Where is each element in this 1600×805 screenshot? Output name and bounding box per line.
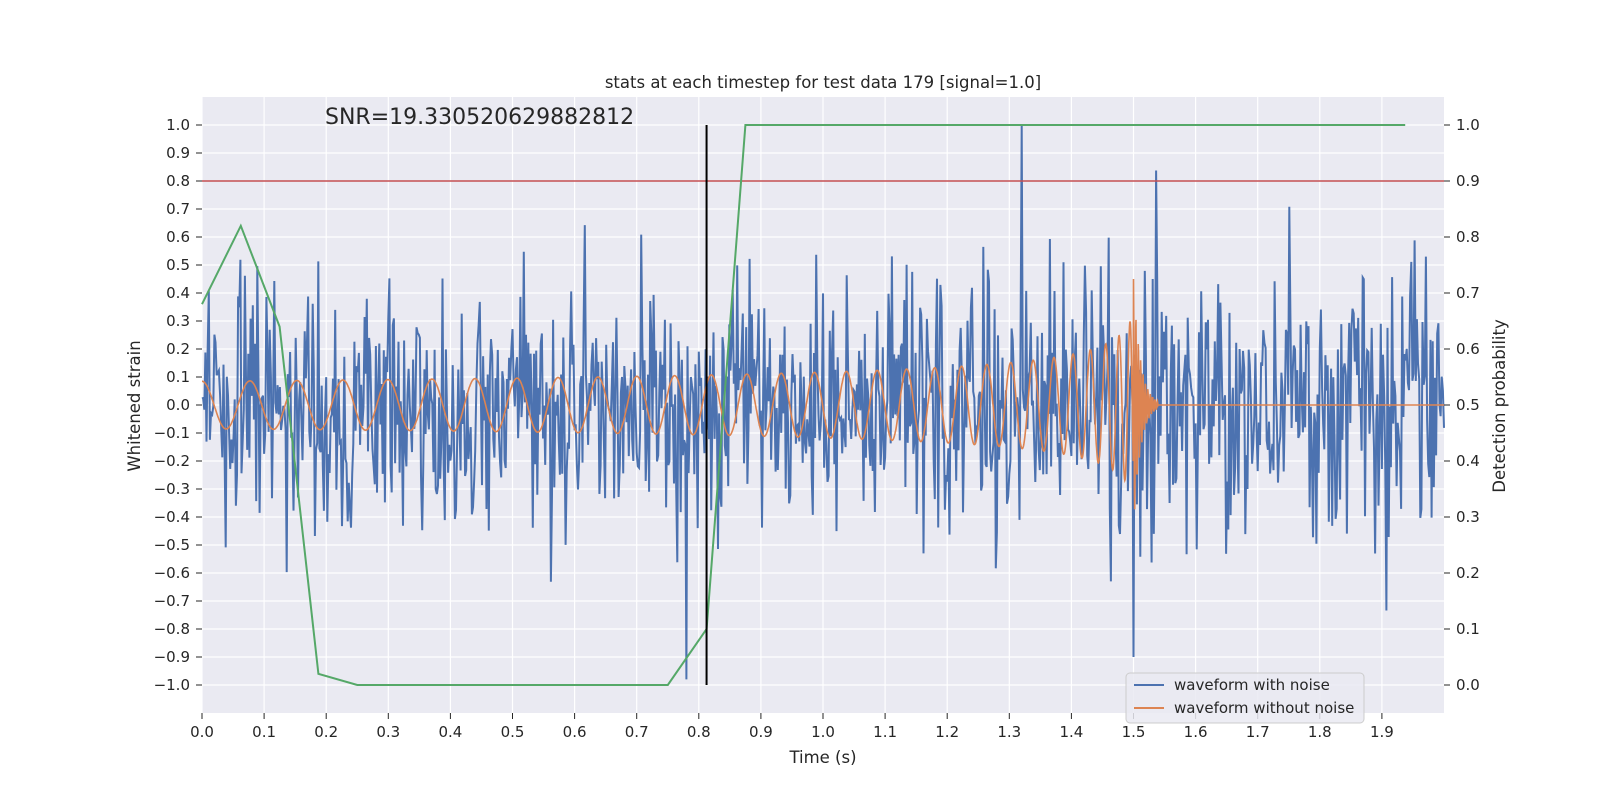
y-right-tick-label: 0.7	[1456, 284, 1480, 302]
chart-title: stats at each timestep for test data 179…	[605, 73, 1041, 92]
x-tick-label: 0.4	[438, 723, 462, 741]
x-tick-label: 0.1	[252, 723, 276, 741]
y-left-tick-label: 0.9	[166, 144, 190, 162]
x-tick-label: 1.3	[997, 723, 1021, 741]
y-right-tick-label: 0.1	[1456, 620, 1480, 638]
x-tick-label: 0.8	[687, 723, 711, 741]
x-tick-label: 1.6	[1184, 723, 1208, 741]
y-right-tick-label: 0.6	[1456, 340, 1480, 358]
x-tick-label: 0.7	[625, 723, 649, 741]
y-left-tick-label: 0.7	[166, 200, 190, 218]
x-tick-label: 0.0	[190, 723, 214, 741]
y-right-tick-label: 0.9	[1456, 172, 1480, 190]
y-left-tick-label: −0.4	[154, 508, 190, 526]
legend-label-clean: waveform without noise	[1174, 699, 1354, 717]
y-right-tick-label: 0.4	[1456, 452, 1480, 470]
y-left-tick-label: −0.7	[154, 592, 190, 610]
x-tick-label: 0.3	[376, 723, 400, 741]
y-left-tick-label: −0.8	[154, 620, 190, 638]
series-detection-probability	[201, 124, 1406, 686]
snr-annotation: SNR=19.330520629882812	[325, 105, 634, 130]
series-waveform-without-noise	[202, 278, 1444, 510]
x-tick-label: 0.6	[563, 723, 587, 741]
y-left-tick-label: 0.0	[166, 396, 190, 414]
y-left-tick-label: 1.0	[166, 116, 190, 134]
y-right-tick-label: 0.2	[1456, 564, 1480, 582]
y-axis-label-left: Whitened strain	[125, 340, 144, 471]
y-right-tick-label: 0.3	[1456, 508, 1480, 526]
y-left-tick-label: −0.1	[154, 424, 190, 442]
y-left-tick-label: 0.6	[166, 228, 190, 246]
grid	[201, 97, 1444, 713]
y-left-tick-label: 0.2	[166, 340, 190, 358]
x-tick-label: 1.9	[1370, 723, 1394, 741]
legend-label-noisy: waveform with noise	[1174, 676, 1330, 694]
legend-box	[1125, 672, 1365, 724]
x-tick-label: 1.1	[873, 723, 897, 741]
x-tick-label: 1.8	[1308, 723, 1332, 741]
y-left-tick-label: −0.5	[154, 536, 190, 554]
x-tick-label: 1.7	[1246, 723, 1270, 741]
y-left-tick-label: 0.1	[166, 368, 190, 386]
axes-layer: 0.0 0.1 0.2 0.3 0.4 0.5 0.6 0.7 0.8 0.9 1.0 1.1 1.2 1…	[154, 116, 1480, 741]
x-tick-label: 0.5	[501, 723, 525, 741]
y-left-tick-label: −0.2	[154, 452, 190, 470]
y-left-tick-label: −0.6	[154, 564, 190, 582]
y-left-tick-label: −0.3	[154, 480, 190, 498]
y-left-tick-label: −0.9	[154, 648, 190, 666]
x-tick-label: 1.2	[935, 723, 959, 741]
x-tick-label: 0.2	[314, 723, 338, 741]
y-left-tick-label: 0.4	[166, 284, 190, 302]
y-left-tick-label: 0.8	[166, 172, 190, 190]
y-right-tick-label: 1.0	[1456, 116, 1480, 134]
series-waveform-with-noise	[201, 124, 1445, 680]
y-right-tick-label: 0.0	[1456, 676, 1480, 694]
y-left-tick-label: 0.5	[166, 256, 190, 274]
series-layer	[201, 124, 1445, 686]
x-tick-label: 0.9	[749, 723, 773, 741]
y-left-tick-label: 0.3	[166, 312, 190, 330]
y-axis-label-right: Detection probability	[1490, 319, 1509, 493]
y-left-tick-label: −1.0	[154, 676, 190, 694]
x-tick-label: 1.0	[811, 723, 835, 741]
x-axis-label: Time (s)	[788, 748, 856, 767]
x-tick-label: 1.4	[1059, 723, 1083, 741]
y-right-tick-label: 0.5	[1456, 396, 1480, 414]
y-right-tick-label: 0.8	[1456, 228, 1480, 246]
x-tick-label: 1.5	[1122, 723, 1146, 741]
legend: waveform with noise waveform without noi…	[1125, 672, 1365, 724]
